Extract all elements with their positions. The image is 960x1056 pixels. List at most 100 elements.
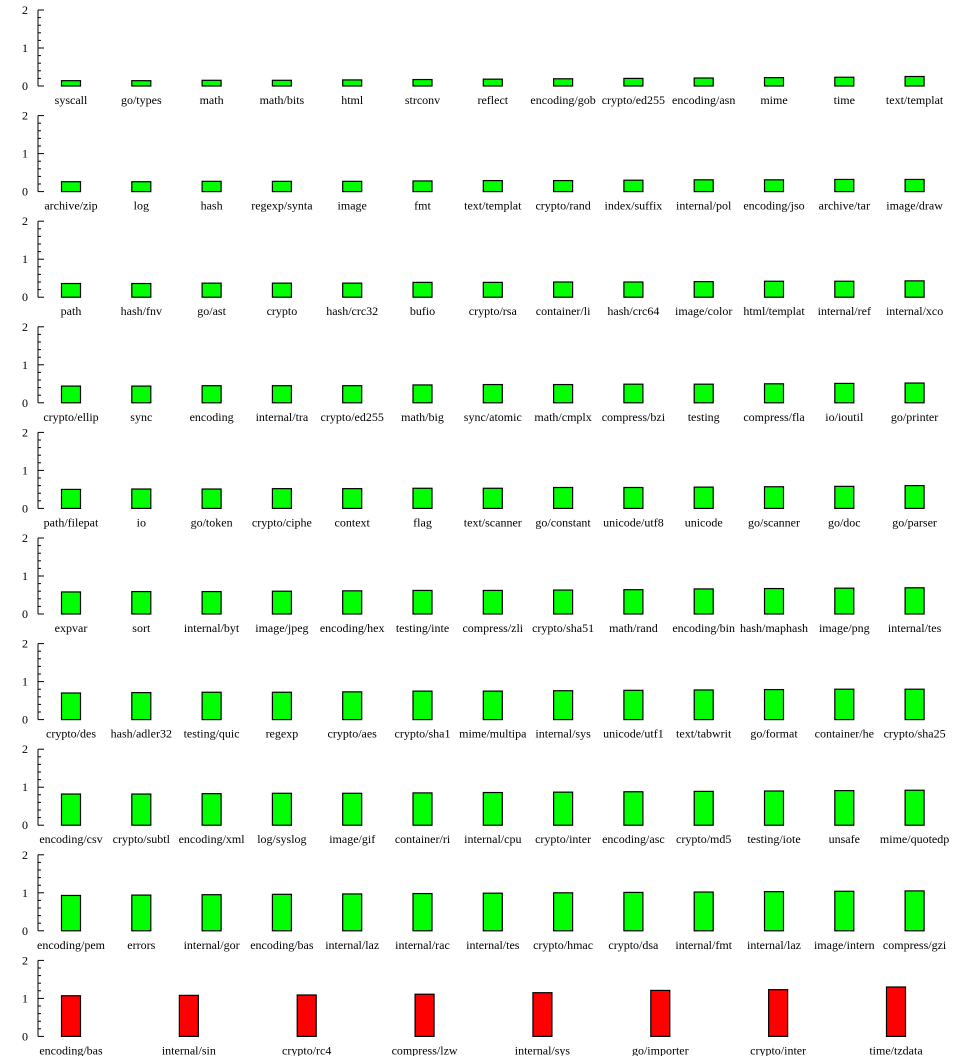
bar <box>904 485 925 510</box>
category-label: encoding/csv <box>39 832 102 846</box>
bar <box>60 282 82 298</box>
bar <box>201 488 222 509</box>
bar <box>482 179 503 193</box>
category-label: regexp/synta <box>251 199 313 213</box>
category-label: internal/xco <box>886 304 943 318</box>
category-label: image/gif <box>329 832 375 846</box>
category-label: archive/zip <box>44 199 97 213</box>
category-label: unicode <box>685 515 723 529</box>
bar <box>412 589 433 615</box>
bar <box>763 280 785 298</box>
bar <box>834 76 855 87</box>
category-label: image/jpeg <box>255 621 308 635</box>
y-tick-label: 2 <box>22 531 28 545</box>
category-label: errors <box>127 938 155 952</box>
y-tick-label: 0 <box>22 1029 28 1043</box>
category-label: math/bits <box>260 93 305 107</box>
bar <box>342 792 363 826</box>
category-label: hash/maphash <box>740 621 808 635</box>
category-label: internal/fmt <box>675 938 732 952</box>
bar <box>201 79 222 87</box>
category-label: crypto/sha51 <box>532 621 594 635</box>
bar <box>904 789 925 826</box>
chart-panel-3: 0 1 2 path hash/fnv go/ast crypto hash/crc32 buf… <box>22 214 943 318</box>
bar <box>412 281 433 298</box>
category-label: container/li <box>536 304 591 318</box>
bar <box>623 689 644 721</box>
y-tick-label: 0 <box>22 79 28 93</box>
category-label: mime <box>760 93 787 107</box>
y-tick-label: 0 <box>22 396 28 410</box>
bar <box>693 689 714 721</box>
category-label: image/color <box>675 304 732 318</box>
y-tick-label: 0 <box>22 924 28 938</box>
bar <box>904 75 925 87</box>
bar <box>60 80 82 87</box>
y-tick-label: 1 <box>22 252 28 266</box>
bar <box>482 487 503 510</box>
bar <box>60 385 82 404</box>
category-label: archive/tar <box>819 199 870 213</box>
category-label: bufio <box>410 304 435 318</box>
y-tick-label: 2 <box>22 214 28 228</box>
bar <box>623 77 644 87</box>
bar <box>763 77 785 87</box>
bar <box>552 78 574 87</box>
category-label: encoding/jso <box>743 199 804 213</box>
bar <box>271 691 292 721</box>
chart-panel-6: 0 1 2 expvar sort internal/byt image/jpeg encod… <box>22 531 942 635</box>
category-label: crypto/aes <box>328 727 378 741</box>
category-label: text/scanner <box>464 515 522 529</box>
y-tick-label: 2 <box>22 425 28 439</box>
bar <box>201 793 222 826</box>
category-label: testing/quic <box>184 727 240 741</box>
bar <box>834 688 855 721</box>
category-label: compress/lzw <box>392 1043 458 1056</box>
bar <box>552 892 574 932</box>
bar <box>178 994 199 1037</box>
category-label: sort <box>132 621 151 635</box>
bar <box>552 179 574 193</box>
category-label: compress/zli <box>462 621 523 635</box>
category-label: image <box>338 199 367 213</box>
bar <box>623 891 644 932</box>
chart-panel-8: 0 1 2 encoding/csv crypto/subtl encoding/xml l… <box>22 742 949 846</box>
bar <box>763 486 785 509</box>
category-label: compress/fla <box>743 410 805 424</box>
y-tick-label: 0 <box>22 185 28 199</box>
bar <box>552 791 574 826</box>
category-label: time/tzdata <box>869 1043 923 1056</box>
category-label: crypto/md5 <box>676 832 731 846</box>
bar <box>60 995 82 1037</box>
bar <box>623 383 644 404</box>
category-label: internal/laz <box>747 938 801 952</box>
bar <box>834 485 855 509</box>
category-label: crypto/ciphe <box>252 515 312 529</box>
bar <box>834 382 855 404</box>
category-label: encoding/bin <box>672 621 735 635</box>
bar <box>763 383 785 404</box>
bar <box>131 590 152 615</box>
y-tick-label: 1 <box>22 780 28 794</box>
bar <box>60 488 82 509</box>
category-label: internal/sin <box>162 1043 216 1056</box>
bar <box>693 179 714 193</box>
bar <box>482 78 503 87</box>
bar <box>693 486 714 509</box>
bar <box>131 793 152 826</box>
category-label: encoding/asc <box>602 832 665 846</box>
y-tick-label: 2 <box>22 637 28 651</box>
category-label: flag <box>413 515 432 529</box>
category-label: hash/crc64 <box>607 304 659 318</box>
category-label: hash/fnv <box>121 304 162 318</box>
bar <box>201 590 222 615</box>
bar <box>552 383 574 404</box>
bar <box>271 893 292 932</box>
category-label: go/types <box>121 93 162 107</box>
bar <box>904 688 925 721</box>
category-label: internal/rac <box>395 938 450 952</box>
category-label: reflect <box>477 93 508 107</box>
category-label: encoding/xml <box>179 832 246 846</box>
bar <box>412 78 433 87</box>
category-label: internal/tra <box>256 410 309 424</box>
